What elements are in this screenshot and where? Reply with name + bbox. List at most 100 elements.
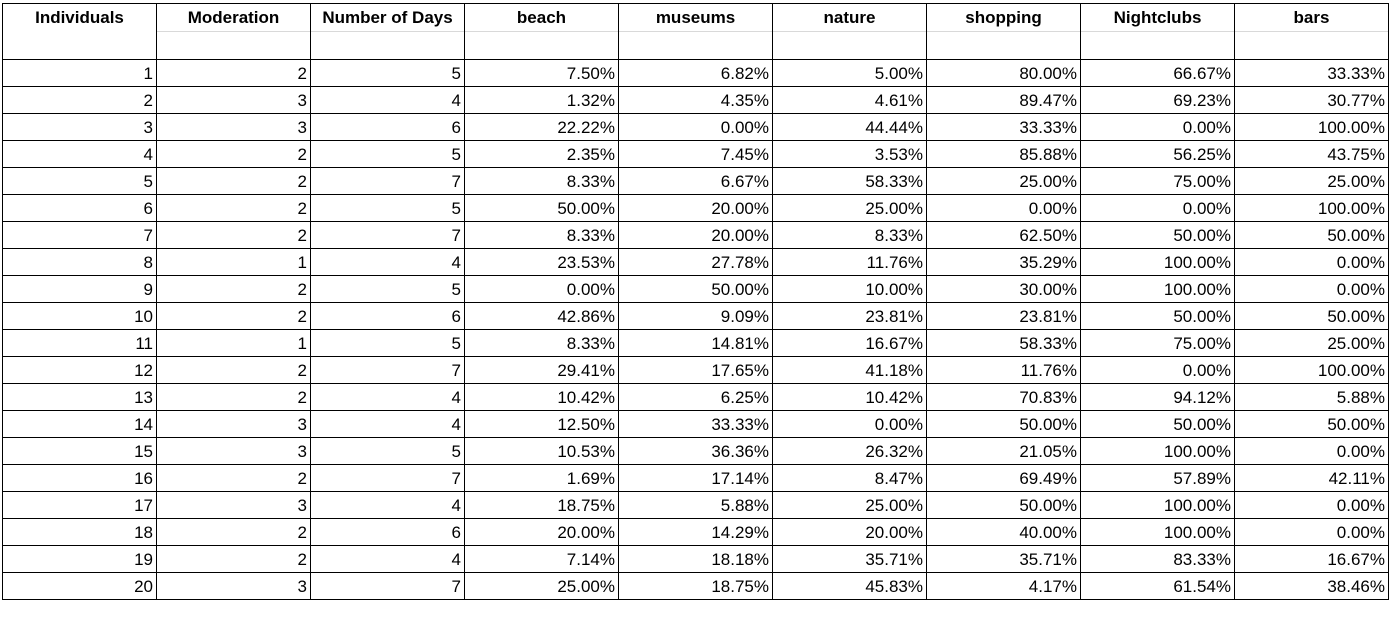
cell-bars[interactable]: 50.00% [1234, 302, 1389, 330]
cell-nature[interactable]: 23.81% [772, 302, 927, 330]
cell-shopping[interactable]: 35.71% [926, 545, 1081, 573]
cell-number-of-days[interactable]: 4 [310, 86, 465, 114]
cell-beach[interactable]: 0.00% [464, 275, 619, 303]
cell-individual[interactable]: 20 [2, 572, 157, 600]
cell-nature[interactable]: 8.47% [772, 464, 927, 492]
cell-museums[interactable]: 9.09% [618, 302, 773, 330]
cell-individual[interactable]: 18 [2, 518, 157, 546]
cell-moderation[interactable]: 2 [156, 140, 311, 168]
cell-shopping[interactable]: 23.81% [926, 302, 1081, 330]
cell-nature[interactable]: 8.33% [772, 221, 927, 249]
cell-beach[interactable]: 29.41% [464, 356, 619, 384]
header-nightclubs[interactable]: Nightclubs [1080, 3, 1235, 60]
cell-museums[interactable]: 18.75% [618, 572, 773, 600]
cell-shopping[interactable]: 40.00% [926, 518, 1081, 546]
cell-bars[interactable]: 100.00% [1234, 113, 1389, 141]
cell-individual[interactable]: 3 [2, 113, 157, 141]
header-moderation[interactable]: Moderation [156, 3, 311, 60]
cell-individual[interactable]: 13 [2, 383, 157, 411]
cell-bars[interactable]: 25.00% [1234, 329, 1389, 357]
cell-nightclubs[interactable]: 57.89% [1080, 464, 1235, 492]
cell-nature[interactable]: 0.00% [772, 410, 927, 438]
cell-nature[interactable]: 16.67% [772, 329, 927, 357]
cell-shopping[interactable]: 85.88% [926, 140, 1081, 168]
cell-shopping[interactable]: 4.17% [926, 572, 1081, 600]
cell-shopping[interactable]: 58.33% [926, 329, 1081, 357]
cell-number-of-days[interactable]: 4 [310, 545, 465, 573]
cell-museums[interactable]: 20.00% [618, 194, 773, 222]
cell-beach[interactable]: 1.32% [464, 86, 619, 114]
cell-museums[interactable]: 6.25% [618, 383, 773, 411]
cell-bars[interactable]: 25.00% [1234, 167, 1389, 195]
cell-nature[interactable]: 10.00% [772, 275, 927, 303]
cell-individual[interactable]: 9 [2, 275, 157, 303]
cell-individual[interactable]: 12 [2, 356, 157, 384]
cell-nightclubs[interactable]: 0.00% [1080, 113, 1235, 141]
cell-nightclubs[interactable]: 50.00% [1080, 410, 1235, 438]
cell-beach[interactable]: 7.14% [464, 545, 619, 573]
cell-museums[interactable]: 5.88% [618, 491, 773, 519]
cell-nature[interactable]: 11.76% [772, 248, 927, 276]
cell-museums[interactable]: 6.67% [618, 167, 773, 195]
cell-bars[interactable]: 100.00% [1234, 356, 1389, 384]
cell-museums[interactable]: 50.00% [618, 275, 773, 303]
cell-bars[interactable]: 0.00% [1234, 248, 1389, 276]
cell-museums[interactable]: 18.18% [618, 545, 773, 573]
cell-nature[interactable]: 41.18% [772, 356, 927, 384]
cell-museums[interactable]: 6.82% [618, 59, 773, 87]
cell-number-of-days[interactable]: 5 [310, 140, 465, 168]
cell-moderation[interactable]: 1 [156, 329, 311, 357]
header-individuals[interactable]: Individuals [2, 3, 157, 60]
cell-individual[interactable]: 7 [2, 221, 157, 249]
cell-moderation[interactable]: 3 [156, 572, 311, 600]
cell-moderation[interactable]: 2 [156, 167, 311, 195]
cell-nightclubs[interactable]: 66.67% [1080, 59, 1235, 87]
cell-number-of-days[interactable]: 4 [310, 248, 465, 276]
cell-nightclubs[interactable]: 50.00% [1080, 302, 1235, 330]
cell-moderation[interactable]: 1 [156, 248, 311, 276]
cell-nightclubs[interactable]: 100.00% [1080, 491, 1235, 519]
cell-nature[interactable]: 3.53% [772, 140, 927, 168]
cell-beach[interactable]: 10.53% [464, 437, 619, 465]
cell-number-of-days[interactable]: 7 [310, 356, 465, 384]
cell-beach[interactable]: 50.00% [464, 194, 619, 222]
cell-beach[interactable]: 23.53% [464, 248, 619, 276]
cell-number-of-days[interactable]: 7 [310, 572, 465, 600]
cell-bars[interactable]: 0.00% [1234, 491, 1389, 519]
cell-museums[interactable]: 7.45% [618, 140, 773, 168]
cell-nightclubs[interactable]: 75.00% [1080, 167, 1235, 195]
cell-museums[interactable]: 4.35% [618, 86, 773, 114]
cell-number-of-days[interactable]: 7 [310, 464, 465, 492]
cell-shopping[interactable]: 11.76% [926, 356, 1081, 384]
cell-nightclubs[interactable]: 100.00% [1080, 518, 1235, 546]
cell-bars[interactable]: 30.77% [1234, 86, 1389, 114]
cell-beach[interactable]: 8.33% [464, 167, 619, 195]
cell-individual[interactable]: 19 [2, 545, 157, 573]
cell-moderation[interactable]: 2 [156, 383, 311, 411]
cell-individual[interactable]: 14 [2, 410, 157, 438]
cell-shopping[interactable]: 62.50% [926, 221, 1081, 249]
cell-beach[interactable]: 10.42% [464, 383, 619, 411]
cell-shopping[interactable]: 89.47% [926, 86, 1081, 114]
cell-moderation[interactable]: 2 [156, 194, 311, 222]
cell-number-of-days[interactable]: 7 [310, 167, 465, 195]
cell-number-of-days[interactable]: 6 [310, 113, 465, 141]
cell-museums[interactable]: 14.81% [618, 329, 773, 357]
cell-number-of-days[interactable]: 5 [310, 329, 465, 357]
cell-shopping[interactable]: 25.00% [926, 167, 1081, 195]
cell-bars[interactable]: 50.00% [1234, 410, 1389, 438]
cell-museums[interactable]: 0.00% [618, 113, 773, 141]
header-nature[interactable]: nature [772, 3, 927, 60]
cell-moderation[interactable]: 2 [156, 545, 311, 573]
cell-bars[interactable]: 0.00% [1234, 275, 1389, 303]
cell-museums[interactable]: 20.00% [618, 221, 773, 249]
cell-shopping[interactable]: 80.00% [926, 59, 1081, 87]
cell-shopping[interactable]: 69.49% [926, 464, 1081, 492]
cell-nightclubs[interactable]: 50.00% [1080, 221, 1235, 249]
cell-moderation[interactable]: 3 [156, 86, 311, 114]
cell-individual[interactable]: 6 [2, 194, 157, 222]
cell-nature[interactable]: 20.00% [772, 518, 927, 546]
cell-individual[interactable]: 11 [2, 329, 157, 357]
cell-beach[interactable]: 7.50% [464, 59, 619, 87]
cell-individual[interactable]: 2 [2, 86, 157, 114]
